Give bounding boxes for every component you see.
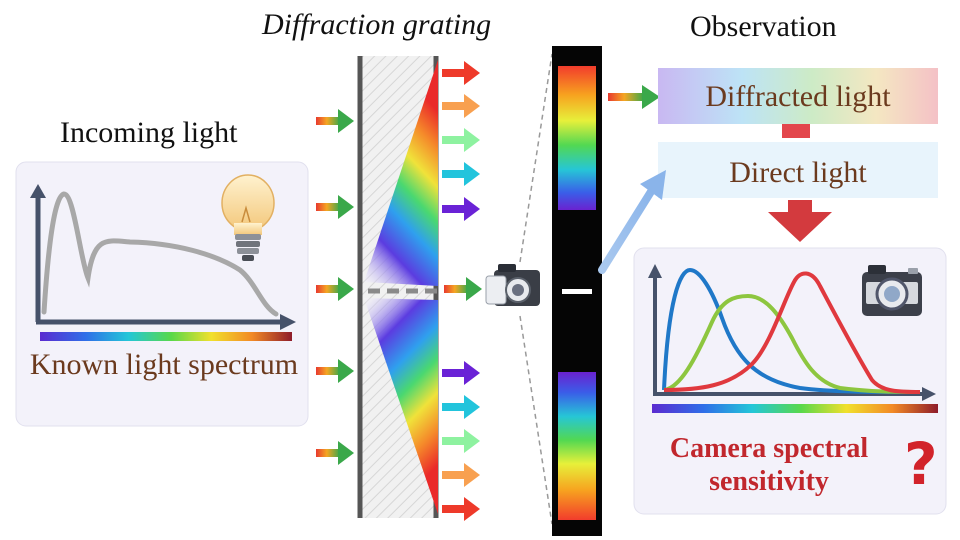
output-arrow-violet xyxy=(442,197,480,221)
blue-sensitivity-curve xyxy=(662,267,921,394)
direct-light-label: Direct light xyxy=(729,156,867,189)
wavelength-rainbow-bar xyxy=(40,332,292,341)
output-arrow-orange xyxy=(442,463,480,487)
zoom-line-top xyxy=(519,53,553,263)
diffraction-grating xyxy=(357,56,440,518)
output-arrow-orange xyxy=(442,94,480,118)
sensitivity-chart xyxy=(648,264,938,413)
output-arrow-green xyxy=(442,429,480,453)
incoming-arrows xyxy=(316,109,354,465)
camera-sensitivity-label: Camera spectral sensitivity xyxy=(669,433,869,497)
output-arrow-green xyxy=(442,128,480,152)
green-sensitivity-curve xyxy=(663,293,921,394)
wavelength-rainbow-bar xyxy=(652,404,938,413)
question-mark-icon: ? xyxy=(904,430,938,498)
camera-icon-small xyxy=(862,265,922,316)
output-arrows-upper xyxy=(442,61,480,221)
diffracted-light-box xyxy=(658,68,938,124)
arrow-to-diffracted xyxy=(608,85,660,109)
output-arrow-cyan xyxy=(442,395,480,419)
incoming-arrow xyxy=(316,359,354,383)
down-arrow xyxy=(768,200,832,242)
known-spectrum-label: Known light spectrum xyxy=(29,348,299,381)
strip-direct-light xyxy=(562,289,592,294)
output-arrow-cyan xyxy=(442,162,480,186)
grating-title: Diffraction grating xyxy=(262,8,492,41)
output-arrow-direct xyxy=(444,277,482,301)
red-sensitivity-curve xyxy=(663,271,921,394)
output-arrow-red xyxy=(442,61,480,85)
output-arrow-red xyxy=(442,497,480,521)
known-spectrum-curve xyxy=(41,191,279,317)
y-axis-arrowhead xyxy=(648,264,662,278)
arrow-to-direct xyxy=(598,170,666,274)
observation-title: Observation xyxy=(690,10,837,43)
incoming-arrow xyxy=(316,277,354,301)
incoming-arrow xyxy=(316,441,354,465)
y-axis-arrowhead xyxy=(30,184,46,198)
output-arrow-violet xyxy=(442,361,480,385)
zoom-line-bottom xyxy=(519,315,553,525)
captured-image-strip xyxy=(552,46,602,536)
incoming-arrow xyxy=(316,195,354,219)
diffracted-fan-lower xyxy=(364,298,438,514)
spectrum-chart xyxy=(30,184,296,341)
direct-light-box xyxy=(658,142,938,198)
strip-upper-spectrum xyxy=(558,66,596,210)
output-arrows-lower xyxy=(442,361,480,521)
x-axis-arrowhead xyxy=(280,314,296,330)
x-axis-arrowhead xyxy=(922,387,936,401)
light-bulb-icon xyxy=(221,174,275,261)
diffracted-fan-upper xyxy=(364,60,438,286)
strip-lower-spectrum xyxy=(558,372,596,520)
connector-mark xyxy=(782,124,810,138)
diffracted-light-label: Diffracted light xyxy=(705,80,891,113)
incoming-arrow xyxy=(316,109,354,133)
incoming-light-title: Incoming light xyxy=(60,116,238,149)
camera-icon xyxy=(485,264,540,306)
